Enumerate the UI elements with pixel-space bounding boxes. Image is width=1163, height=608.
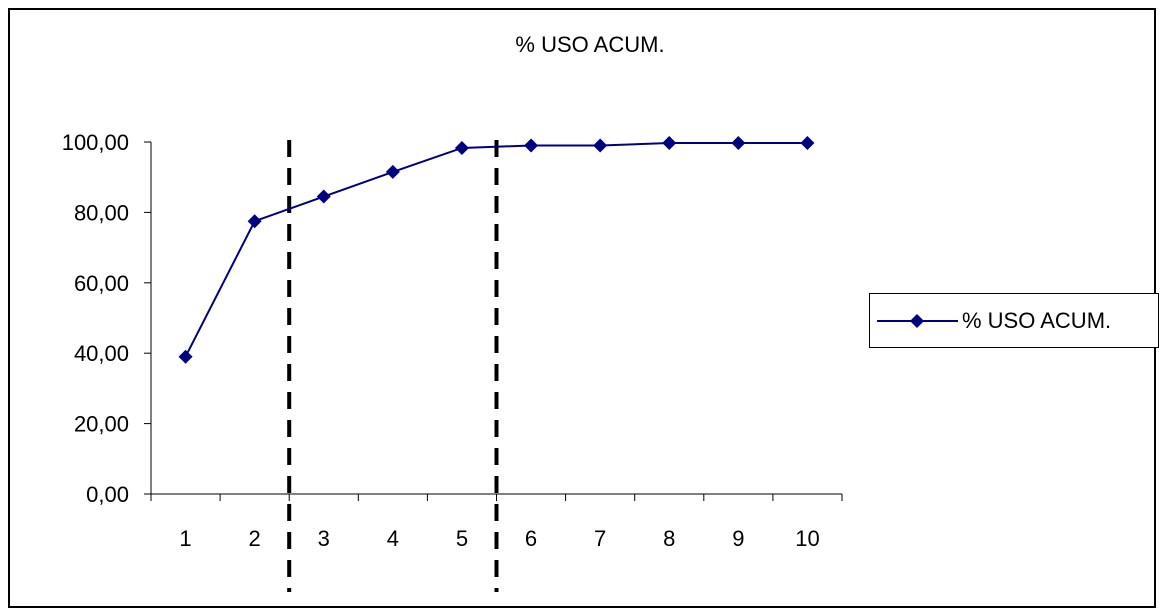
y-tick-label: 80,00 [74,200,129,225]
x-tick-label: 3 [318,526,330,551]
series-layer [178,136,815,364]
data-point [662,136,677,151]
chart-svg: % USO ACUM. 0,0020,0040,0060,0080,00100,… [62,32,843,592]
y-tick-label: 100,00 [62,130,129,155]
data-point [247,214,262,229]
data-point [593,138,608,153]
series-line [184,142,808,358]
chart-title: % USO ACUM. [515,32,664,57]
data-point [454,140,469,155]
x-tick-label: 5 [456,526,468,551]
x-tick-label: 7 [594,526,606,551]
data-point [385,164,400,179]
legend-swatch-icon [877,313,958,328]
data-point [800,136,815,151]
legend-label: % USO ACUM. [962,307,1112,333]
x-tick-label: 10 [795,526,819,551]
data-point [178,349,193,364]
x-axis: 1 2 3 4 5 6 7 8 9 10 [150,493,843,551]
data-point [316,189,331,204]
reference-lines [287,140,499,592]
y-tick-label: 40,00 [74,341,129,366]
legend: % USO ACUM. [869,293,1159,348]
y-tick-label: 60,00 [74,271,129,296]
x-tick-label: 6 [525,526,537,551]
x-tick-label: 9 [732,526,744,551]
data-point [524,138,539,153]
x-tick-label: 1 [179,526,191,551]
y-tick-label: 0,00 [86,482,129,507]
x-tick-label: 8 [663,526,675,551]
x-tick-label: 2 [249,526,261,551]
data-point [731,136,746,151]
x-tick-label: 4 [387,526,399,551]
y-axis: 0,00 20,00 40,00 60,00 80,00 100,00 [62,130,152,507]
y-tick-label: 20,00 [74,412,129,437]
